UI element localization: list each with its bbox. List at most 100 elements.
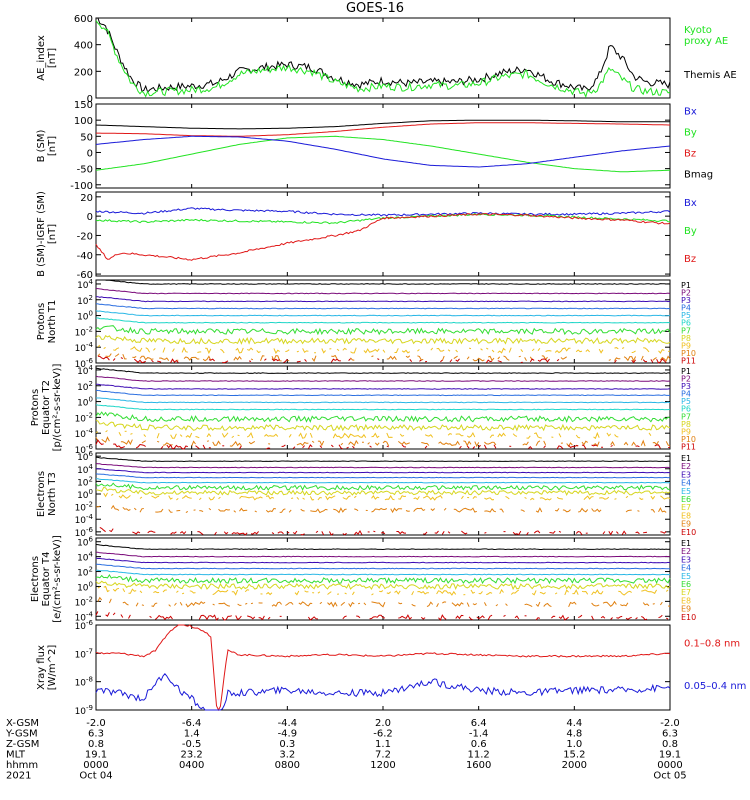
legend-item: P7 bbox=[681, 412, 691, 421]
legend-item: P9 bbox=[681, 341, 691, 350]
ephemeris-value: Oct 04 bbox=[79, 771, 112, 782]
y-axis-label: [nT] bbox=[47, 136, 58, 156]
channel-line-E4 bbox=[95, 473, 671, 479]
y-tick-label: 10-6 bbox=[75, 526, 94, 539]
y-tick-label: 100 bbox=[77, 488, 93, 501]
series-line-Bz bbox=[96, 122, 670, 137]
y-tick-label: 10-4 bbox=[75, 341, 94, 354]
ephemeris-value: 1200 bbox=[370, 760, 395, 771]
ephemeris-value: -4.9 bbox=[278, 729, 298, 740]
y-tick-label: 10-2 bbox=[75, 501, 93, 514]
ephemeris-value: 0.6 bbox=[471, 739, 487, 750]
channel-line-P8 bbox=[95, 419, 671, 432]
legend-item: E5 bbox=[681, 487, 691, 496]
y-tick-label: 20 bbox=[80, 193, 93, 204]
y-tick-label: 104 bbox=[77, 278, 93, 291]
channel-line-E10 bbox=[95, 611, 669, 621]
legend-item: E8 bbox=[681, 511, 691, 520]
ephemeris-row-label: 2021 bbox=[6, 771, 31, 782]
legend-item: E9 bbox=[681, 520, 691, 529]
channel-line-P3 bbox=[96, 383, 671, 390]
y-tick-label: 106 bbox=[77, 450, 93, 463]
y-tick-label: 10-6 bbox=[75, 357, 94, 370]
channel-line-P2 bbox=[95, 375, 671, 382]
channel-line-P7 bbox=[95, 411, 671, 423]
legend-item: Themis AE bbox=[683, 70, 737, 81]
y-tick-label: 102 bbox=[77, 380, 93, 393]
y-axis-label: Electrons bbox=[30, 556, 41, 602]
y-tick-label: -60 bbox=[77, 270, 93, 281]
legend-item: E7 bbox=[681, 588, 691, 597]
y-tick-label: 102 bbox=[77, 294, 93, 307]
series-line-0.1–0.8-nm bbox=[95, 624, 671, 712]
legend-item: P7 bbox=[681, 326, 691, 335]
channel-line-P11 bbox=[98, 356, 670, 363]
channel-line-E3 bbox=[95, 557, 671, 564]
y-tick-label: 100 bbox=[77, 580, 93, 593]
legend-item: P8 bbox=[681, 420, 691, 429]
legend-item: 0.1–0.8 nm bbox=[684, 638, 740, 649]
legend-item: E10 bbox=[681, 528, 696, 537]
channel-line-P10 bbox=[97, 353, 671, 362]
legend-item: P11 bbox=[681, 442, 696, 451]
channel-line-P7 bbox=[95, 325, 671, 336]
ephemeris-value: 1.0 bbox=[566, 739, 582, 750]
y-axis-label: Equator T4 bbox=[41, 552, 52, 607]
channel-line-E7 bbox=[95, 580, 671, 591]
ephemeris-value: 15.2 bbox=[563, 750, 585, 761]
channel-line-E2 bbox=[95, 463, 671, 469]
series-line-By bbox=[95, 212, 671, 225]
legend-item: P3 bbox=[681, 382, 691, 391]
ephemeris-value: 0000 bbox=[657, 760, 682, 771]
y-axis-label: [nT] bbox=[47, 224, 58, 244]
y-axis-label: [p/(cm²-s-sr-keV)] bbox=[52, 364, 63, 452]
channel-line-E8 bbox=[103, 492, 671, 501]
legend-item: P10 bbox=[681, 349, 696, 358]
y-axis-label: North T3 bbox=[47, 472, 58, 516]
ephemeris-value: 1600 bbox=[466, 760, 491, 771]
channel-line-P4 bbox=[95, 389, 671, 397]
ephemeris-value: Oct 05 bbox=[653, 771, 686, 782]
panel-frame bbox=[95, 191, 671, 277]
legend-item: P3 bbox=[681, 296, 691, 305]
legend-item: E3 bbox=[681, 470, 691, 479]
legend-item: P6 bbox=[681, 405, 691, 414]
ephemeris-row-label: Y-GSM bbox=[5, 729, 38, 740]
legend-item: E2 bbox=[681, 547, 691, 556]
y-tick-label: 104 bbox=[77, 463, 93, 476]
channel-line-P4 bbox=[95, 303, 671, 310]
y-tick-label: 10-9 bbox=[75, 704, 93, 717]
y-axis-label: Protons bbox=[30, 389, 41, 426]
ephemeris-value: 0.8 bbox=[662, 739, 678, 750]
legend-item: P1 bbox=[681, 367, 691, 376]
channel-line-P11 bbox=[95, 439, 671, 450]
channel-line-P6 bbox=[95, 317, 671, 324]
ephemeris-value: -2.0 bbox=[86, 718, 106, 729]
legend-item: E8 bbox=[681, 596, 691, 605]
ephemeris-value: 0400 bbox=[179, 760, 204, 771]
legend-item: Bx bbox=[684, 198, 697, 209]
legend-item: E4 bbox=[681, 479, 691, 488]
ephemeris-value: 3.2 bbox=[279, 750, 295, 761]
panel-elec_e: Electrons Equator T4 [e/(cm²-s-sr-keV)] E1E… bbox=[30, 535, 696, 623]
y-tick-label: 10-8 bbox=[75, 676, 93, 689]
y-tick-label: 10-2 bbox=[75, 411, 93, 424]
y-tick-label: 150 bbox=[74, 100, 93, 111]
ephemeris-value: 4.8 bbox=[566, 729, 582, 740]
channel-line-E10 bbox=[99, 526, 667, 536]
channel-line-E8 bbox=[97, 585, 669, 596]
ephemeris-value: 2.0 bbox=[375, 718, 391, 729]
channel-line-P1 bbox=[95, 367, 671, 374]
y-axis-label: Protons bbox=[36, 303, 47, 340]
y-axis-label: North T1 bbox=[47, 300, 58, 344]
series-line-Bx bbox=[95, 207, 671, 217]
series-line-Themis-AE bbox=[96, 17, 671, 94]
y-tick-label: 10-4 bbox=[75, 610, 94, 623]
y-tick-label: 0 bbox=[87, 94, 93, 105]
legend-item: P6 bbox=[681, 319, 691, 328]
channel-line-E3 bbox=[95, 468, 671, 474]
y-tick-label: 10-4 bbox=[75, 513, 94, 526]
channel-line-P1 bbox=[105, 279, 671, 285]
